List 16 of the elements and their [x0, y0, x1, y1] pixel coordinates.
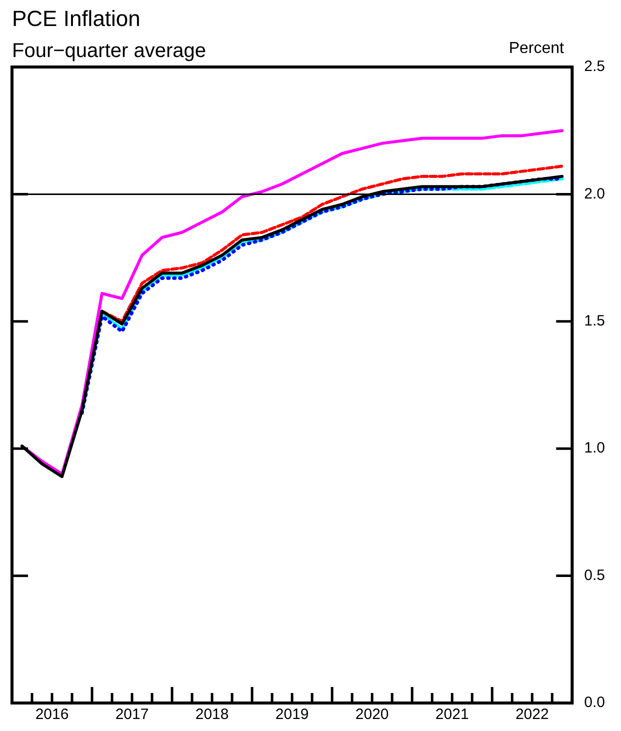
y-tick-label: 1.0	[584, 440, 606, 457]
x-tick-label: 2019	[275, 706, 309, 724]
chart-subtitle: Four−quarter average	[12, 40, 206, 63]
y-tick-label: 1.5	[584, 312, 606, 330]
chart-title: PCE Inflation	[12, 6, 140, 32]
x-tick-label: 2018	[195, 706, 229, 724]
x-tick-label: 2017	[115, 706, 149, 724]
y-tick-label: 2.5	[584, 58, 606, 76]
y-tick-label: 0.0	[584, 694, 606, 712]
y-tick-label: 0.5	[584, 566, 606, 584]
x-tick-label: 2020	[355, 706, 389, 724]
y-tick-label: 2.0	[584, 185, 606, 202]
x-tick-label: 2016	[35, 706, 69, 724]
y-axis-title: Percent	[508, 40, 564, 58]
x-tick-label: 2022	[515, 706, 549, 724]
x-tick-label: 2021	[435, 706, 469, 724]
